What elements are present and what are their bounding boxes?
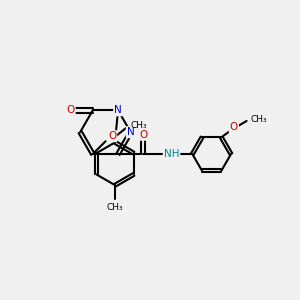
Text: N: N [114, 105, 122, 115]
Text: NH: NH [164, 149, 179, 159]
Text: N: N [127, 127, 135, 137]
Text: O: O [108, 131, 116, 141]
Text: CH₃: CH₃ [250, 115, 267, 124]
Text: O: O [230, 122, 238, 132]
Text: O: O [139, 130, 147, 140]
Text: O: O [66, 105, 75, 115]
Text: CH₃: CH₃ [107, 203, 123, 212]
Text: CH₃: CH₃ [130, 121, 147, 130]
